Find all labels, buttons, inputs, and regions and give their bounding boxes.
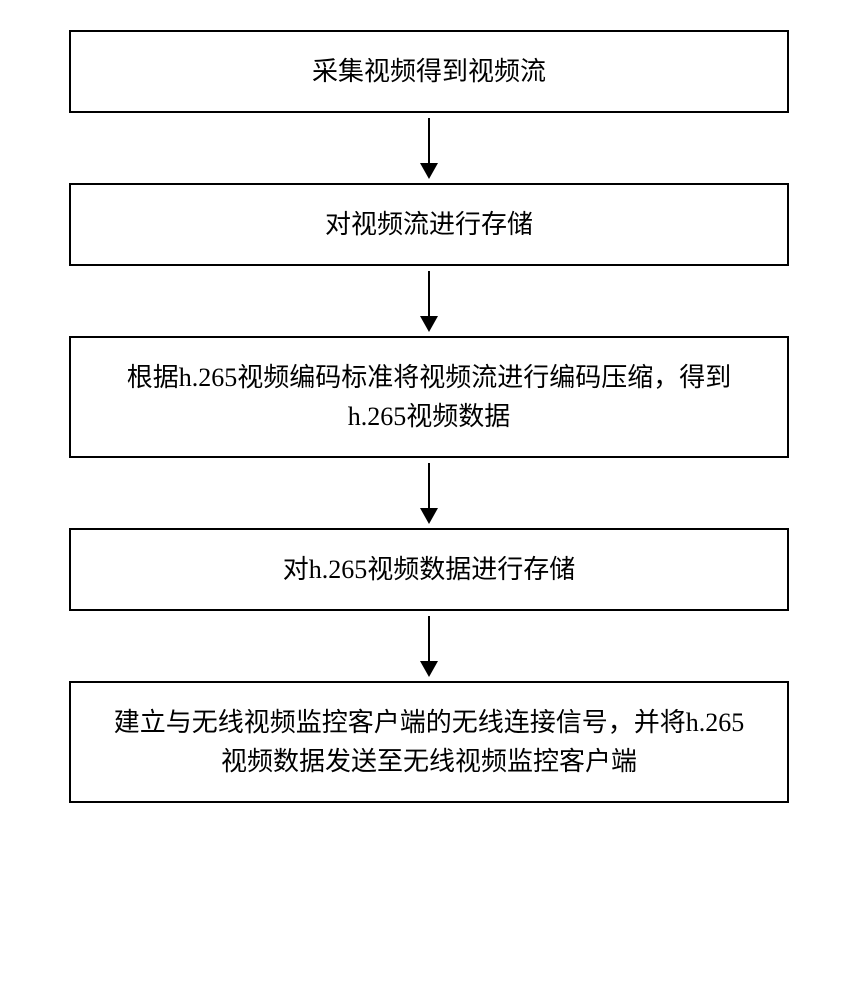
node-label: 建立与无线视频监控客户端的无线连接信号，并将h.265视频数据发送至无线视频监控… [101, 703, 757, 781]
arrow-2-3 [420, 266, 438, 336]
node-label: 采集视频得到视频流 [312, 52, 546, 91]
flowchart-node-step5: 建立与无线视频监控客户端的无线连接信号，并将h.265视频数据发送至无线视频监控… [69, 681, 789, 803]
node-label: 根据h.265视频编码标准将视频流进行编码压缩，得到h.265视频数据 [101, 358, 757, 436]
arrow-head-icon [420, 163, 438, 179]
flowchart-node-step2: 对视频流进行存储 [69, 183, 789, 266]
arrow-head-icon [420, 661, 438, 677]
flowchart-container: 采集视频得到视频流 对视频流进行存储 根据h.265视频编码标准将视频流进行编码… [0, 30, 858, 803]
node-label: 对h.265视频数据进行存储 [283, 550, 576, 589]
arrow-1-2 [420, 113, 438, 183]
flowchart-node-step1: 采集视频得到视频流 [69, 30, 789, 113]
arrow-line-icon [428, 271, 430, 316]
arrow-line-icon [428, 118, 430, 163]
arrow-head-icon [420, 508, 438, 524]
arrow-line-icon [428, 616, 430, 661]
arrow-line-icon [428, 463, 430, 508]
arrow-3-4 [420, 458, 438, 528]
arrow-4-5 [420, 611, 438, 681]
flowchart-node-step3: 根据h.265视频编码标准将视频流进行编码压缩，得到h.265视频数据 [69, 336, 789, 458]
flowchart-node-step4: 对h.265视频数据进行存储 [69, 528, 789, 611]
node-label: 对视频流进行存储 [325, 205, 533, 244]
arrow-head-icon [420, 316, 438, 332]
